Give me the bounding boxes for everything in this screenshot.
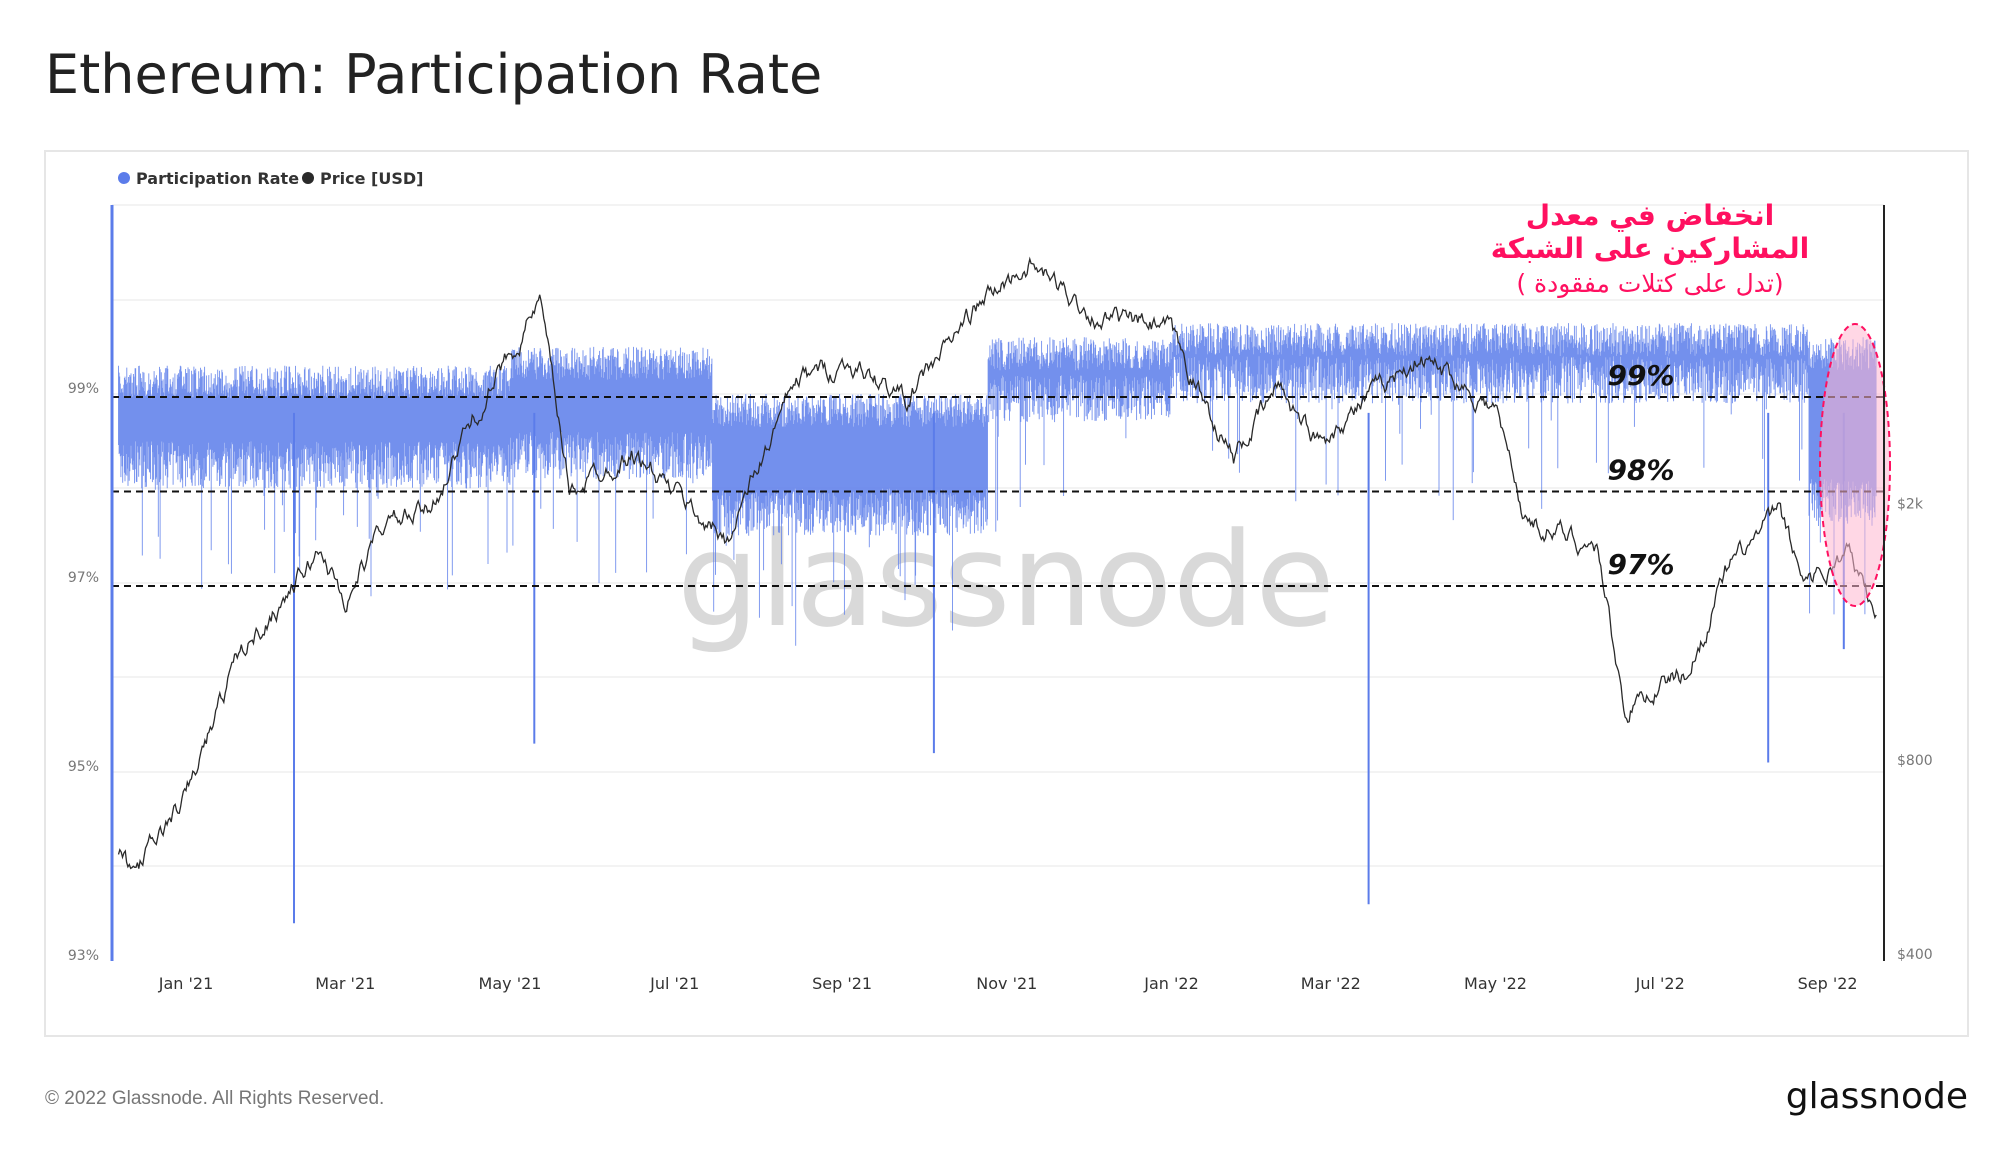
reference-label: 99% bbox=[1607, 359, 1674, 392]
x-tick-label: Mar '22 bbox=[1301, 974, 1361, 993]
annotation-line1: انخفاض في معدل bbox=[1526, 199, 1774, 232]
y-axis-right-ticks: $2k $800 $400 bbox=[1897, 497, 1933, 963]
y-tick-label: 93% bbox=[68, 948, 99, 964]
annotation: انخفاض في معدل المشاركين على الشبكة ( تد… bbox=[1491, 199, 1810, 298]
price-series bbox=[117, 256, 1877, 870]
legend: Participation Rate Price [USD] bbox=[118, 169, 423, 188]
y-tick-label: $2k bbox=[1897, 497, 1924, 513]
x-tick-label: Nov '21 bbox=[976, 974, 1037, 993]
annotation-line3: ( تدل على كتلات مفقودة) bbox=[1516, 269, 1783, 298]
y-tick-label: 99% bbox=[68, 381, 99, 397]
x-tick-label: Sep '21 bbox=[812, 974, 872, 993]
gridlines bbox=[112, 204, 1884, 867]
copyright: © 2022 Glassnode. All Rights Reserved. bbox=[45, 1088, 384, 1109]
chart-frame bbox=[44, 150, 1969, 1037]
x-tick-label: Jan '21 bbox=[158, 974, 214, 993]
watermark: glassnode bbox=[677, 504, 1335, 656]
participation-series bbox=[118, 323, 1877, 924]
x-tick-label: May '21 bbox=[479, 974, 542, 993]
y-tick-label: $800 bbox=[1897, 753, 1933, 769]
highlight-ellipse bbox=[1819, 323, 1891, 607]
legend-label: Price [USD] bbox=[320, 169, 423, 188]
legend-item-price[interactable]: Price [USD] bbox=[302, 169, 423, 188]
y-axis-left-ticks: 99% 97% 95% 93% bbox=[68, 381, 99, 964]
x-tick-label: May '22 bbox=[1464, 974, 1527, 993]
reference-label: 97% bbox=[1607, 548, 1674, 581]
page-title: Ethereum: Participation Rate bbox=[45, 43, 822, 106]
legend-label: Participation Rate bbox=[136, 169, 299, 188]
legend-dot-icon bbox=[118, 172, 130, 184]
reference-label: 98% bbox=[1607, 454, 1674, 487]
x-tick-label: Mar '21 bbox=[315, 974, 375, 993]
glassnode-logo[interactable]: glassnode bbox=[1786, 1076, 1968, 1117]
x-tick-label: Jul '21 bbox=[649, 974, 699, 993]
y-tick-label: 97% bbox=[68, 570, 99, 586]
reference-lines: 99% 98% 97% bbox=[112, 359, 1884, 587]
x-tick-label: Jul '22 bbox=[1635, 974, 1685, 993]
legend-dot-icon bbox=[302, 172, 314, 184]
y-tick-label: $400 bbox=[1897, 947, 1933, 963]
participation-band bbox=[118, 323, 1877, 646]
x-tick-label: Jan '22 bbox=[1143, 974, 1199, 993]
x-axis-ticks: Jan '21 Mar '21 May '21 Jul '21 Sep '21 Nov '… bbox=[158, 974, 1858, 993]
legend-item-participation[interactable]: Participation Rate bbox=[118, 169, 299, 188]
x-tick-label: Sep '22 bbox=[1798, 974, 1858, 993]
annotation-line2: المشاركين على الشبكة bbox=[1491, 232, 1810, 265]
y-tick-label: 95% bbox=[68, 759, 99, 775]
